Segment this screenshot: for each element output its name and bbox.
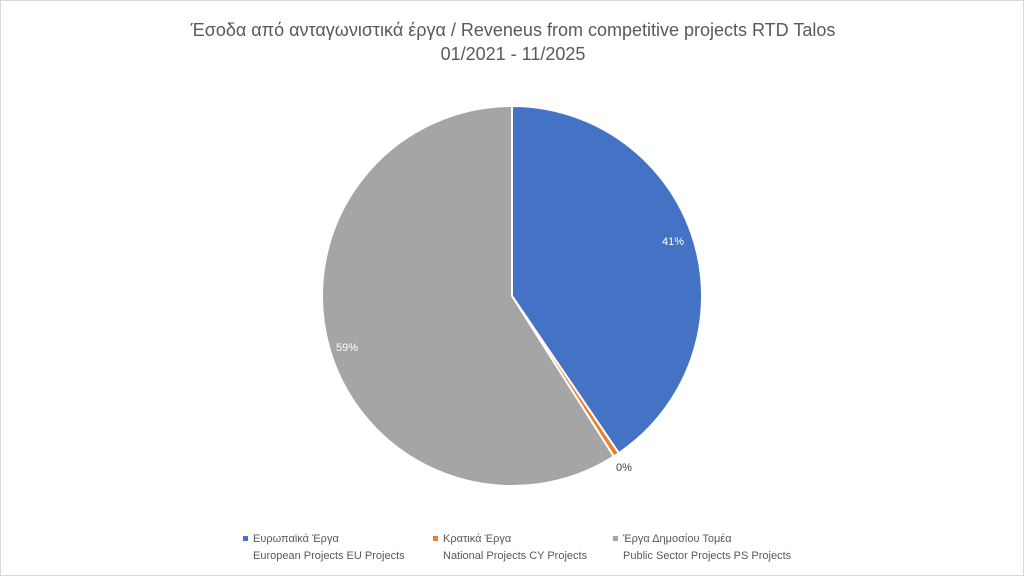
pie-slice-european [511, 105, 703, 455]
legend-label-european-en: European Projects EU Projects [253, 550, 405, 562]
legend-item-public-sector: Έργα Δημοσίου Τομέα Public Sector Projec… [613, 531, 791, 565]
data-label-national: 0% [616, 462, 632, 474]
legend-label-national: Κρατικά Έργα [443, 533, 512, 545]
legend-swatch-public-sector [613, 536, 618, 541]
pie-chart: 41% 0% 59% [321, 105, 703, 487]
legend-swatch-national [433, 536, 438, 541]
legend-label-public-sector: Έργα Δημοσίου Τομέα [623, 533, 732, 545]
legend-label-european: Ευρωπαϊκά Έργα [253, 533, 339, 545]
legend-item-european: Ευρωπαϊκά Έργα European Projects EU Proj… [243, 531, 405, 565]
legend-swatch-european [243, 536, 248, 541]
chart-title: Έσοδα από ανταγωνιστικά έργα / Reveneus … [190, 20, 836, 40]
data-label-european: 41% [662, 236, 684, 248]
data-label-public-sector: 59% [336, 342, 358, 354]
legend-label-national-en: National Projects CY Projects [443, 550, 588, 562]
legend-item-national: Κρατικά Έργα National Projects CY Projec… [433, 531, 587, 565]
chart-subtitle: 01/2021 - 11/2025 [440, 44, 586, 64]
legend-label-public-sector-en: Public Sector Projects PS Projects [623, 550, 792, 562]
pie-slice-public-sector [321, 105, 615, 487]
